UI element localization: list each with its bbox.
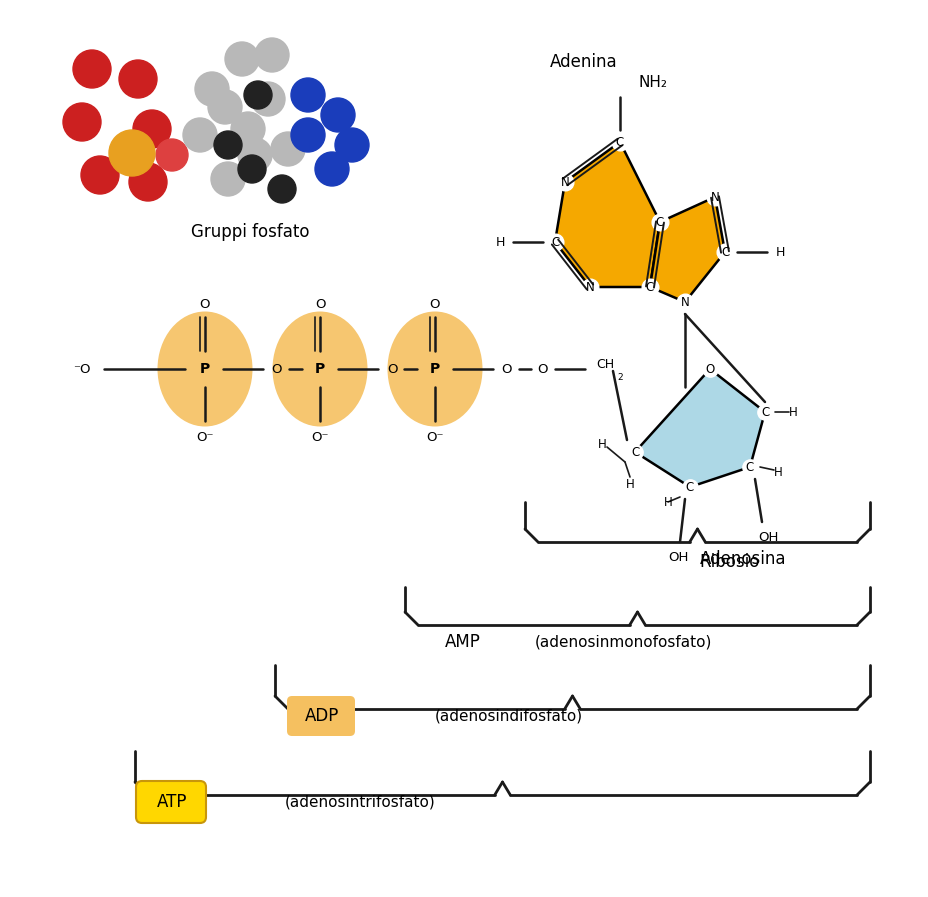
Text: OH: OH bbox=[667, 551, 688, 563]
Circle shape bbox=[211, 162, 245, 196]
Text: 2: 2 bbox=[616, 372, 622, 381]
Text: C: C bbox=[645, 281, 653, 293]
Text: H: H bbox=[663, 495, 672, 509]
Text: CH: CH bbox=[595, 358, 613, 370]
Text: N: N bbox=[710, 190, 718, 204]
Circle shape bbox=[321, 98, 354, 132]
Ellipse shape bbox=[272, 311, 367, 426]
Text: H: H bbox=[598, 438, 606, 450]
Circle shape bbox=[183, 118, 217, 152]
Circle shape bbox=[63, 103, 101, 141]
Circle shape bbox=[267, 175, 296, 203]
Circle shape bbox=[208, 90, 241, 124]
Text: ATP: ATP bbox=[157, 793, 187, 811]
Text: C: C bbox=[720, 246, 728, 258]
Text: ⁻O: ⁻O bbox=[73, 362, 91, 376]
Text: C: C bbox=[615, 135, 624, 149]
Circle shape bbox=[73, 50, 110, 88]
Circle shape bbox=[290, 118, 325, 152]
Circle shape bbox=[195, 72, 229, 106]
Text: AMP: AMP bbox=[445, 633, 481, 651]
Text: OH: OH bbox=[757, 530, 778, 544]
Circle shape bbox=[133, 110, 171, 148]
Text: O: O bbox=[537, 362, 548, 376]
Text: H: H bbox=[495, 236, 504, 248]
Text: P: P bbox=[315, 362, 325, 376]
Circle shape bbox=[225, 42, 259, 76]
Polygon shape bbox=[650, 197, 724, 302]
Text: O: O bbox=[315, 298, 325, 310]
Text: N: N bbox=[560, 176, 569, 188]
Ellipse shape bbox=[158, 311, 252, 426]
Circle shape bbox=[119, 60, 157, 98]
Text: C: C bbox=[550, 236, 559, 248]
Text: O: O bbox=[386, 362, 397, 376]
Circle shape bbox=[315, 152, 349, 186]
Text: N: N bbox=[680, 295, 689, 309]
Circle shape bbox=[254, 38, 289, 72]
Text: P: P bbox=[200, 362, 210, 376]
Text: H: H bbox=[625, 477, 634, 491]
Circle shape bbox=[213, 131, 241, 159]
Text: C: C bbox=[760, 405, 768, 419]
Text: (adenosintrifosfato): (adenosintrifosfato) bbox=[285, 795, 435, 809]
Circle shape bbox=[271, 132, 304, 166]
Circle shape bbox=[231, 112, 264, 146]
Circle shape bbox=[129, 163, 167, 201]
Text: Adenina: Adenina bbox=[549, 53, 617, 71]
Text: C: C bbox=[745, 460, 754, 474]
Text: Adenosina: Adenosina bbox=[699, 550, 786, 568]
Text: P: P bbox=[430, 362, 440, 376]
Text: O⁻: O⁻ bbox=[311, 431, 329, 443]
Text: Gruppi fosfato: Gruppi fosfato bbox=[190, 223, 309, 241]
Text: C: C bbox=[630, 446, 638, 458]
Circle shape bbox=[335, 128, 368, 162]
FancyBboxPatch shape bbox=[287, 696, 354, 736]
Circle shape bbox=[238, 138, 272, 172]
Text: H: H bbox=[788, 405, 796, 419]
Text: N: N bbox=[585, 281, 594, 293]
Text: O⁻: O⁻ bbox=[196, 431, 213, 443]
Text: Ribosio: Ribosio bbox=[699, 553, 759, 571]
Text: O⁻: O⁻ bbox=[426, 431, 444, 443]
Text: O: O bbox=[501, 362, 511, 376]
Polygon shape bbox=[635, 369, 764, 487]
Circle shape bbox=[244, 81, 272, 109]
Text: O: O bbox=[430, 298, 440, 310]
Text: O: O bbox=[272, 362, 282, 376]
Circle shape bbox=[251, 82, 285, 116]
FancyBboxPatch shape bbox=[135, 781, 206, 823]
Text: C: C bbox=[655, 215, 664, 229]
Text: NH₂: NH₂ bbox=[638, 74, 666, 90]
Text: (adenosindifosfato): (adenosindifosfato) bbox=[434, 709, 583, 724]
Text: O: O bbox=[704, 362, 714, 376]
Circle shape bbox=[290, 78, 325, 112]
Text: H: H bbox=[775, 246, 784, 258]
Text: ADP: ADP bbox=[304, 707, 339, 725]
Circle shape bbox=[109, 130, 155, 176]
Text: H: H bbox=[773, 466, 781, 478]
Polygon shape bbox=[554, 142, 659, 287]
Text: C: C bbox=[685, 481, 693, 493]
Circle shape bbox=[156, 139, 187, 171]
Text: O: O bbox=[200, 298, 210, 310]
Circle shape bbox=[81, 156, 119, 194]
Ellipse shape bbox=[387, 311, 482, 426]
Text: (adenosinmonofosfato): (adenosinmonofosfato) bbox=[535, 634, 712, 649]
Circle shape bbox=[238, 155, 265, 183]
